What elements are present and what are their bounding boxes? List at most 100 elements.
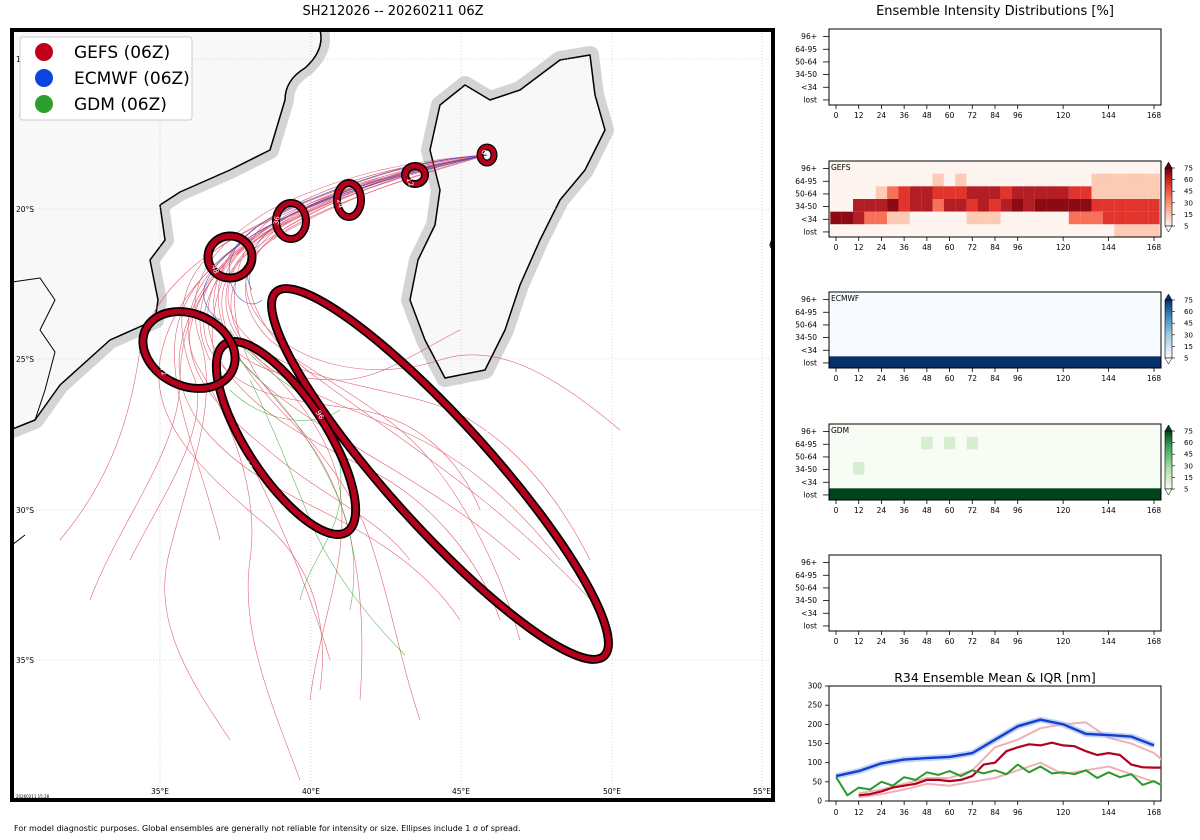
colorbar-tick-label: 15 (1184, 211, 1193, 219)
x-tick-label: 60 (945, 506, 955, 515)
heatmap-cell (1102, 211, 1115, 225)
heatmap-cell (1012, 186, 1024, 199)
border-line (12, 277, 56, 421)
heatmap-cell (1068, 173, 1081, 187)
x-tick-label: 24 (877, 111, 887, 120)
r34-y-tick-label: 0 (817, 797, 822, 806)
r34-x-tick-label: 60 (945, 808, 955, 817)
y-tick-label: 96+ (801, 295, 817, 304)
heatmap-cell (887, 211, 899, 225)
x-tick-label: 84 (990, 243, 1000, 252)
heatmap-cell (921, 173, 933, 187)
heatmap-cell (1102, 173, 1115, 187)
heatmap-cell (1125, 211, 1137, 225)
heatmap-cell (1034, 211, 1047, 225)
heatmap-cell (1046, 186, 1058, 199)
heatmap-cell (841, 186, 854, 199)
heatmap-cell (830, 199, 842, 212)
heatmap-cell (1114, 173, 1126, 187)
heatmap-cell (932, 161, 944, 174)
heatmap-cell (1114, 224, 1126, 237)
map-title: SH212026 -- 20260211 06Z (302, 4, 483, 19)
x-tick-label: 48 (922, 243, 932, 252)
heatmap-cell (1046, 199, 1058, 212)
r34-series-ecmwf (835, 718, 1155, 778)
intensity-panels: 96+ 64-95 50-64 34-50 <34 lost 0 12 24 36 48 60 72 84… (795, 28, 1162, 646)
heatmap-cell (841, 224, 854, 237)
heatmap-cell (1068, 161, 1081, 174)
heatmap-cell (955, 224, 967, 237)
ellipse-label-0: 0 (479, 149, 488, 156)
heatmap-cell (1057, 199, 1069, 212)
heatmap-cell (1012, 199, 1024, 212)
heatmap-cell (977, 161, 990, 174)
heatmap-cell (853, 161, 865, 174)
x-tick-label: 72 (968, 374, 978, 383)
y-tick-label: 96+ (801, 558, 817, 567)
legend-marker-gdm (35, 95, 53, 113)
heatmap-cell (909, 224, 922, 237)
x-tick-label: 120 (1056, 637, 1071, 646)
panel-label: GDM (831, 426, 849, 435)
heatmap-cell (955, 186, 967, 199)
heatmap-cell (989, 224, 1001, 237)
heatmap-cell (898, 173, 910, 187)
heatmap-cell (977, 211, 990, 225)
y-tick-label: 34-50 (795, 465, 817, 474)
x-tick-label: 72 (968, 637, 978, 646)
colorbar-tick-label: 30 (1184, 462, 1193, 470)
heatmap-cell (1136, 224, 1149, 237)
y-tick-label: lost (803, 490, 817, 499)
y-tick-label: <34 (801, 215, 817, 224)
x-tick-label: 36 (899, 243, 909, 252)
heatmap-cell (1034, 161, 1047, 174)
heatmap-cell (841, 173, 854, 187)
ellipse-label-96a: 96 (242, 459, 254, 471)
ellipse-12h (401, 162, 429, 188)
heatmap-cell (955, 161, 967, 174)
heatmap-cell (864, 211, 876, 225)
heatmap-cell (1012, 161, 1024, 174)
y-tick-label: 50-64 (795, 583, 817, 592)
heatmap-cell (977, 224, 990, 237)
r34-x-tick-label: 12 (854, 808, 864, 817)
heatmap-cell (1125, 173, 1137, 187)
legend-label-gdm: GDM (06Z) (74, 95, 167, 115)
heatmap-cell (932, 173, 944, 187)
heatmap-cell (1136, 199, 1149, 212)
x-tick-label: 72 (968, 506, 978, 515)
x-tick-label: 84 (990, 374, 1000, 383)
x-tick-label: 60 (945, 637, 955, 646)
heatmap-cell (875, 224, 888, 237)
y-tick-label: 96+ (801, 164, 817, 173)
heatmap-cell (864, 199, 876, 212)
heatmap-cell (1000, 186, 1013, 199)
x-tick-label: 36 (899, 111, 909, 120)
heatmap-cell (1023, 173, 1035, 187)
x-tick-label: 168 (1147, 637, 1162, 646)
heatmap-cell (1034, 173, 1047, 187)
heatmap-cell (1000, 173, 1013, 187)
x-tick-label: 0 (834, 506, 839, 515)
heatmap-cell (1000, 161, 1013, 174)
r34-series-gefs-iqr-lower (858, 761, 1161, 799)
heatmap-cell (977, 199, 990, 212)
y-tick-label: <34 (801, 83, 817, 92)
heatmap-cell (966, 173, 978, 187)
y-tick-label: 34-50 (795, 333, 817, 342)
heatmap-cell (898, 186, 910, 199)
y-tick-label: <34 (801, 478, 817, 487)
timestamp-stamp: 20260211 15:28 (16, 794, 50, 799)
lat-label: 25°S (16, 355, 34, 364)
x-tick-label: 0 (834, 637, 839, 646)
x-tick-label: 60 (945, 111, 955, 120)
heatmap-cell (909, 211, 922, 225)
lat-label: 20°S (16, 205, 34, 214)
x-tick-label: 72 (968, 243, 978, 252)
ellipse-label-72: 72 (158, 366, 169, 377)
heatmap-cell (1080, 161, 1092, 174)
heatmap-cell (1057, 161, 1069, 174)
heatmap-cell (864, 161, 876, 174)
heatmap-cell-lost (829, 488, 1161, 500)
ellipse-label-12: 12 (405, 177, 416, 188)
